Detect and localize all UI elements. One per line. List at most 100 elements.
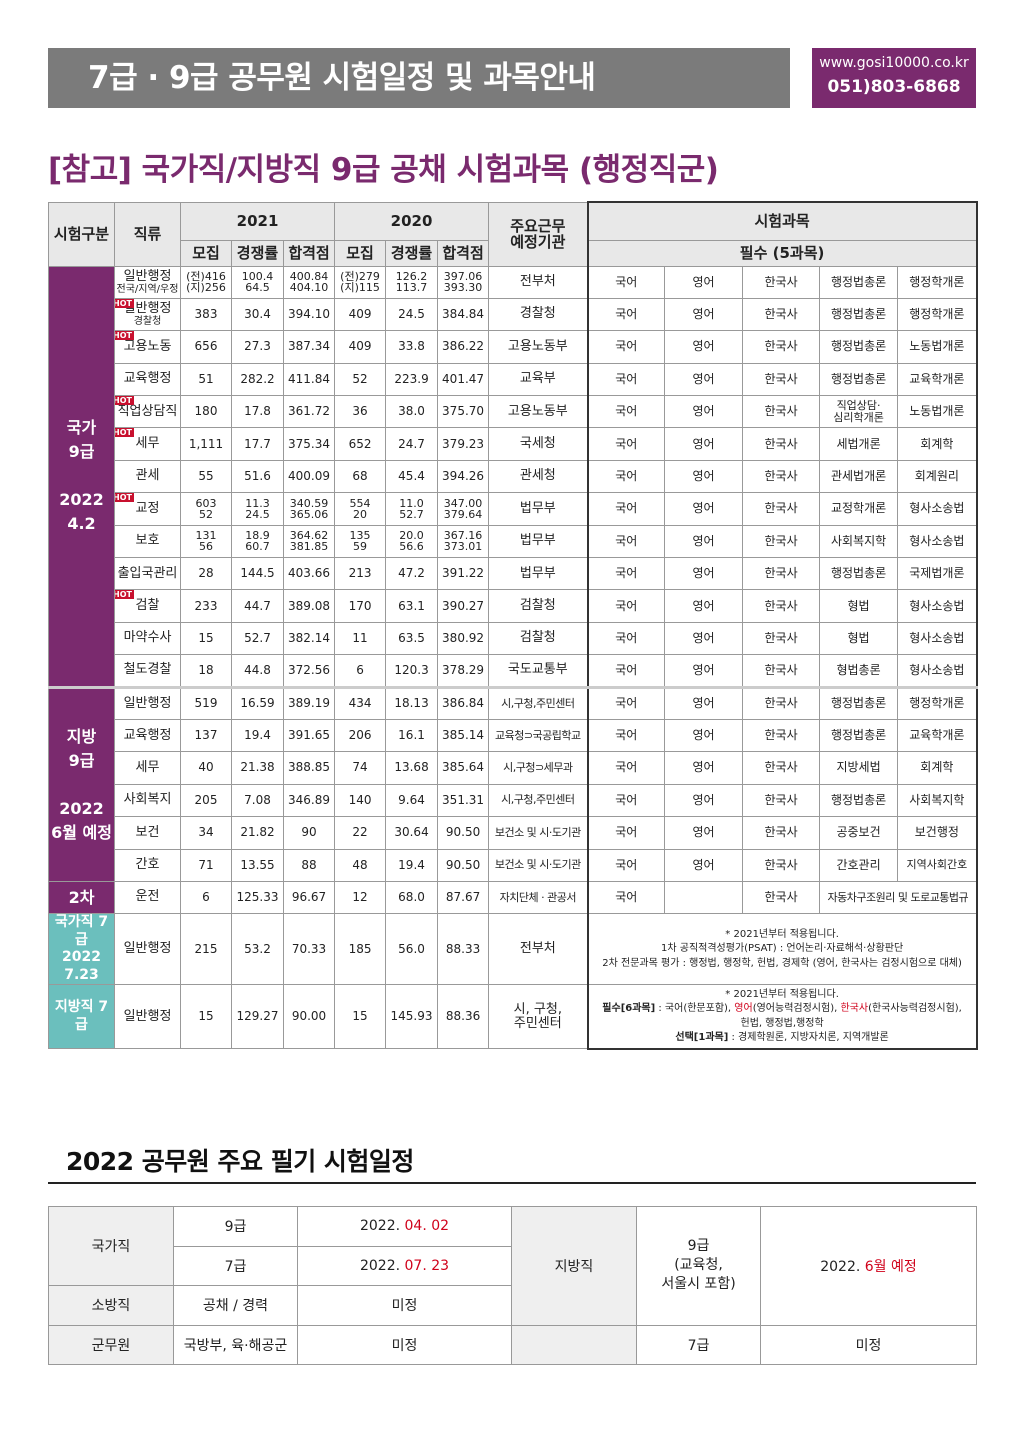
job-cell: 운전 <box>114 880 181 915</box>
subject-cell: 간호관리 <box>819 848 899 882</box>
hot-badge: HOT <box>115 428 134 438</box>
subject-cell: 국어 <box>586 589 666 623</box>
schedule-local-7: 7급 <box>636 1324 761 1365</box>
note-line: * 2021년부터 적용됩니다. <box>725 928 839 940</box>
agency-cell: 법무부 <box>488 524 589 559</box>
subject-cell: 국어 <box>586 751 666 785</box>
job-name: 교육행정 <box>123 371 172 387</box>
subject-cell: 형사소송법 <box>897 589 978 623</box>
stat-r21: 51 <box>180 362 232 397</box>
agency-cell: 법무부 <box>488 557 589 591</box>
subject-cell: 영어 <box>664 718 744 753</box>
stat-p21: 382.14 <box>282 621 336 656</box>
subject-cell: 영어 <box>664 751 744 785</box>
stat-p21: 372.56 <box>282 654 336 689</box>
stat-p20: 367.16 373.01 <box>437 524 490 559</box>
table-row: 교육행정 137 19.4 391.65 206 16.1 385.14 교육청⊃국공립학교 국… <box>49 718 978 753</box>
stat-r20: 15 <box>334 984 387 1050</box>
page-header: 7급 · 9급 공무원 시험일정 및 과목안내 www.gosi10000.co… <box>48 48 976 108</box>
job-cell: 출입국관리 <box>114 557 181 591</box>
subject-cell: 한국사 <box>742 816 821 850</box>
stat-r20: 206 <box>334 718 387 753</box>
subject-cell: 노동법개론 <box>897 395 978 429</box>
subject-cell: 국어 <box>586 362 666 397</box>
agency-cell: 시, 구청, 주민센터 <box>488 984 589 1050</box>
job-cell: 일반행정 <box>114 685 181 720</box>
job-name: 일반행정 <box>123 941 172 957</box>
stat-r21: 137 <box>180 718 232 753</box>
job-cell: 일반행정 <box>114 913 181 986</box>
stat-c21: 125.33 <box>231 880 284 915</box>
subject-cell: 형사소송법 <box>897 492 978 526</box>
stat-r20: 434 <box>334 685 387 720</box>
subject-cell: 국어 <box>586 621 666 656</box>
schedule-local-7-label <box>511 1324 637 1365</box>
stat-r21: 28 <box>180 557 232 591</box>
job-cell: 보호 <box>114 524 181 559</box>
job-name: 간호 <box>135 857 160 873</box>
job-cell: 보건 <box>114 816 181 850</box>
subject-cell: 형사소송법 <box>897 621 978 656</box>
stat-c20: 45.4 <box>385 459 439 494</box>
stat-r20: 74 <box>334 751 387 785</box>
subject-cell: 국어 <box>586 330 666 364</box>
subject-cell: 영어 <box>664 783 744 818</box>
stat-c20: 9.64 <box>385 783 439 818</box>
job-name: 출입국관리 <box>117 565 178 581</box>
subject-cell: 영어 <box>664 427 744 461</box>
job-subname: 전국/지역/우정 <box>116 283 179 295</box>
stat-c20: 30.64 <box>385 816 439 850</box>
subject-cell: 국어 <box>586 685 666 720</box>
table-row: 마약수사 15 52.7 382.14 11 63.5 380.92 검찰청 국어 영어 한국사 형법… <box>49 621 978 656</box>
local-7-note: * 2021년부터 적용됩니다. 필수[6과목] : 국어(한문포함), 영어(영… <box>586 984 978 1050</box>
schedule-title: 2022 공무원 주요 필기 시험일정 <box>66 1147 414 1176</box>
stat-p20: 386.22 <box>437 330 490 364</box>
job-cell: HOT 교정 <box>114 492 181 526</box>
stat-c21: 13.55 <box>231 848 284 882</box>
subject-cell: 영어 <box>664 492 744 526</box>
subject-cell: 행정법총론 <box>819 297 899 332</box>
header-agency: 주요근무 예정기관 <box>488 201 589 267</box>
stat-p21: 411.84 <box>282 362 336 397</box>
table-row: 국가 9급 2022 4.2 일반행정 전국/지역/우정 (전)416 (지)256 1… <box>48 265 978 688</box>
table-row: 2차 운전 6 125.33 96.67 12 68.0 87.67 자치단체 · 관공서 국어 한… <box>48 880 978 915</box>
agency-cell: 전부처 <box>488 265 589 299</box>
stat-c20: 63.1 <box>385 589 439 623</box>
stat-p21: 346.89 <box>282 783 336 818</box>
job-name: 관세 <box>135 468 160 484</box>
job-cell: HOT 검찰 <box>114 589 181 623</box>
stat-p20: 401.47 <box>437 362 490 397</box>
subject-cell: 국어 <box>586 557 666 591</box>
stat-p21: 389.08 <box>282 589 336 623</box>
schedule-national-9: 9급 <box>173 1206 298 1247</box>
subject-cell: 영어 <box>664 685 744 720</box>
subject-cell: 한국사 <box>742 492 821 526</box>
job-cell: HOT 세무 <box>114 427 181 461</box>
hot-badge: HOT <box>115 299 134 308</box>
subject-cell: 회계학 <box>897 427 978 461</box>
agency-cell: 전부처 <box>488 913 589 986</box>
subject-cell: 행정법총론 <box>819 783 899 818</box>
website-url[interactable]: www.gosi10000.co.kr <box>819 55 969 71</box>
stat-r21: 55 <box>180 459 232 494</box>
stat-p21: 375.34 <box>282 427 336 461</box>
agency-cell: 시,구청,주민센터 <box>488 685 589 720</box>
job-cell: 교육행정 <box>114 718 181 753</box>
stat-c20: 20.0 56.6 <box>385 524 439 559</box>
header-2021: 2021 <box>179 201 336 241</box>
note-line: 1차 공직적격성평가(PSAT) : 언어논리·자료해석·상황판단 <box>661 943 904 955</box>
subject-cell: 영어 <box>664 589 744 623</box>
stat-c21: 21.82 <box>231 816 284 850</box>
stat-r21: 1,111 <box>180 427 232 461</box>
job-name: 고용노동 <box>123 338 172 354</box>
stat-c21: 282.2 <box>231 362 284 397</box>
subject-cell: 한국사 <box>742 297 821 332</box>
stat-c20: 145.93 <box>385 984 439 1050</box>
stat-c21: 51.6 <box>231 459 284 494</box>
schedule-military-date: 미정 <box>297 1324 512 1365</box>
subject-cell: 교육학개론 <box>897 718 978 753</box>
stat-c20: 24.5 <box>385 297 439 332</box>
header-required: 필수 (5과목) <box>586 239 978 267</box>
subject-cell: 형법총론 <box>819 654 899 689</box>
schedule-national-7: 7급 <box>173 1245 298 1286</box>
